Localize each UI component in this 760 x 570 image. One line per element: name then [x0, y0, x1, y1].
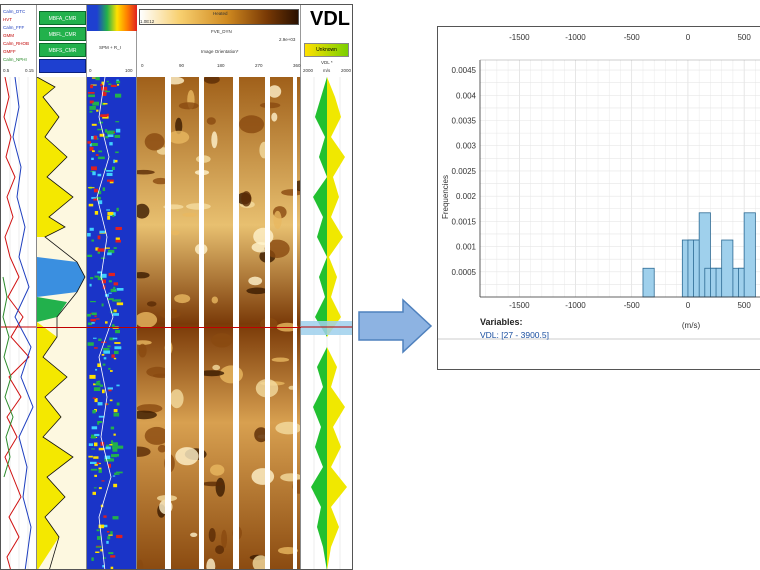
y-tick-label: 0.001	[456, 243, 477, 252]
depth-marker-across	[37, 327, 301, 328]
facies-track	[37, 77, 87, 569]
well-log-panel: Calm_DTC HVT Calm_FFF GMM Calm_RHOB GMFF Calm_…	[0, 4, 353, 570]
histogram-bar	[642, 267, 655, 298]
image-tick-label: 0	[141, 63, 144, 68]
curve-label: Calm_FFF	[3, 25, 25, 30]
y-tick-label: 0.0035	[452, 117, 477, 126]
curve-label: Calm_NPHI	[3, 57, 27, 62]
x-tick-bottom: -1500	[509, 301, 530, 310]
image-gaps	[165, 77, 297, 569]
curve-label: GMFF	[3, 49, 16, 54]
facies-box-1: MBFA_CMR	[39, 11, 86, 25]
image-sub-label: FVE_DYN	[211, 29, 232, 34]
vdl-fill-yellow	[327, 77, 345, 337]
vdl-fill-green	[313, 77, 327, 337]
facies-box-2: MBFL_CMR	[39, 27, 86, 41]
image-scale-low: 1.0E12	[140, 19, 155, 24]
x-tick-bottom: 0	[686, 301, 691, 310]
x-tick-bottom: -500	[624, 301, 641, 310]
y-tick-label: 0.002	[456, 192, 477, 201]
curve-label: GMM	[3, 33, 14, 38]
facies-box-blue	[39, 59, 86, 73]
histogram-bar	[743, 212, 756, 298]
spectrum-color-strip	[87, 5, 137, 31]
facies-track-svg	[37, 77, 86, 569]
y-tick-label: 0.003	[456, 142, 477, 151]
histogram-chart: -1500 -1000 -500 0 500 -1500 -1000 -500 0 500 0.00…	[438, 33, 760, 340]
y-tick-label: 0.0025	[452, 167, 477, 176]
curve-label: Calm_DTC	[3, 9, 26, 14]
spectrum-white-curve	[96, 77, 114, 569]
histogram-bars	[642, 212, 756, 298]
curve-track-svg	[1, 77, 36, 569]
image-scale-high: 2.9e+03	[279, 37, 296, 42]
histogram-bar	[721, 239, 734, 298]
variables-value: VDL: [27 - 3900.5]	[480, 330, 549, 340]
image-tick-label: 180	[217, 63, 225, 68]
image-tick-label: 90	[179, 63, 185, 68]
vdl-header: Unknown VDL * 2000 m/s 2000	[301, 5, 352, 77]
x-tick-top: -1000	[565, 33, 586, 42]
facies-outline	[37, 77, 86, 569]
facies-header: MBFA_CMR MBFL_CMR MBFS_CMR	[37, 5, 87, 77]
vdl-scale-left: 2000	[303, 68, 314, 73]
curve-header: Calm_DTC HVT Calm_FFF GMM Calm_RHOB GMFF Calm_…	[1, 5, 37, 77]
depth-scale-low: 0.5	[3, 68, 10, 73]
facies-box-3: MBFS_CMR	[39, 43, 86, 57]
curve-blue-1	[12, 77, 34, 569]
image-tick-label: 270	[255, 63, 263, 68]
curve-label: Calm_RHOB	[3, 41, 30, 46]
image-tick-label: 360	[293, 63, 301, 68]
x-tick-bottom: 500	[737, 301, 751, 310]
depth-scale-high: 0.15	[25, 68, 34, 73]
vdl-highlight-band	[301, 321, 352, 335]
variables-title: Variables:	[480, 317, 523, 327]
axes: -1500 -1000 -500 0 500 -1500 -1000 -500 0 500 0.00…	[452, 33, 760, 310]
vdl-unknown-box: Unknown	[304, 43, 349, 57]
x-tick-top: 500	[737, 33, 751, 42]
image-color-scale	[139, 9, 299, 25]
image-header: Heated 1.0E12 FVE_DYN 2.9e+03 Image Orie…	[137, 5, 301, 77]
vdl-scale-right: 2000	[341, 68, 352, 73]
y-tick-label: 0.004	[456, 91, 477, 100]
x-axis-label: (m/s)	[682, 321, 701, 330]
facies-fill-blue	[37, 257, 85, 297]
vdl-track-svg	[301, 77, 352, 569]
facies-fill-yellow	[37, 77, 73, 237]
x-tick-top: 0	[686, 33, 691, 42]
right-arrow-icon	[358, 298, 433, 354]
spectrum-header: SPM + R_I 0 100	[87, 5, 137, 77]
curve-green-1	[2, 276, 14, 478]
x-tick-top: -500	[624, 33, 641, 42]
x-tick-top: -1500	[509, 33, 530, 42]
grid-lines	[480, 60, 760, 298]
y-axis-label: Frequencies	[441, 175, 450, 219]
y-tick-label: 0.0045	[452, 66, 477, 75]
image-orientation-label: Image Orientation*	[201, 49, 239, 54]
spectrum-tick-right: 100	[125, 68, 133, 73]
image-top-label: Heated	[213, 11, 228, 16]
borehole-image-svg	[137, 77, 300, 569]
spectrum-tick-left: 0	[89, 68, 92, 73]
y-tick-label: 0.0005	[452, 268, 477, 277]
vdl-scale-mid: m/s	[323, 68, 331, 73]
curve-track	[1, 77, 37, 569]
histogram-panel: -1500 -1000 -500 0 500 -1500 -1000 -500 0 500 0.00…	[437, 26, 760, 370]
vdl-track	[301, 77, 352, 569]
vdl-scale-label: VDL *	[321, 60, 333, 65]
vdl-fill-green-2	[311, 347, 327, 569]
borehole-image-track	[137, 77, 301, 569]
spectrum-label: SPM + R_I	[99, 45, 121, 50]
curve-label: HVT	[3, 17, 12, 22]
x-tick-bottom: -1000	[565, 301, 586, 310]
vdl-fill-yellow-2	[327, 347, 347, 569]
vdl-title: VDL	[310, 8, 350, 30]
spectrum-track-svg	[87, 77, 124, 569]
y-tick-label: 0.0015	[452, 217, 477, 226]
spectrum-track	[87, 77, 137, 569]
facies-fill-green	[37, 297, 67, 322]
facies-fill-yellow-2	[37, 322, 73, 569]
spectrum-dots	[87, 77, 124, 569]
